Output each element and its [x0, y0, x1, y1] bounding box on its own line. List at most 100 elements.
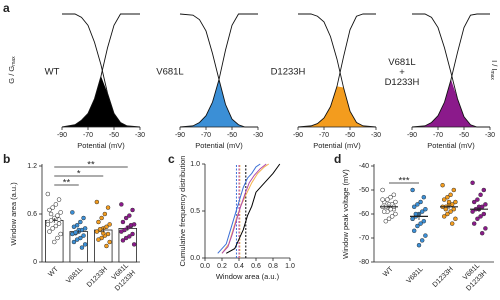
- data-point: [58, 231, 63, 237]
- data-point: [130, 207, 135, 213]
- y-tick-label: -60: [359, 211, 369, 218]
- data-point: [411, 228, 417, 234]
- x-tick-label: V681L: [405, 266, 424, 285]
- data-point: [393, 211, 398, 217]
- data-point: [410, 216, 415, 222]
- data-point: [55, 235, 60, 241]
- data-point: [475, 197, 480, 202]
- data-point: [380, 187, 385, 193]
- panel-letter: d: [334, 152, 341, 166]
- data-point: [448, 209, 453, 214]
- data-point: [478, 192, 483, 198]
- data-point: [386, 216, 392, 222]
- x-tick-label: V681L: [65, 266, 84, 285]
- y-tick-label: 0.0: [190, 255, 200, 262]
- data-point: [123, 215, 129, 221]
- data-point: [449, 221, 455, 226]
- cdf-line: [226, 163, 281, 254]
- data-point: [448, 192, 453, 198]
- data-point: [381, 209, 387, 214]
- data-point: [470, 209, 475, 214]
- data-point: [128, 222, 134, 228]
- x-tick-label: -90: [57, 132, 67, 139]
- data-point: [81, 215, 86, 221]
- y-tick-label: 1.2: [27, 163, 37, 170]
- data-point: [423, 206, 428, 212]
- data-point: [56, 197, 62, 202]
- data-point: [97, 226, 103, 232]
- x-tick-label: -70: [201, 132, 211, 139]
- y2-axis-label-main: I / I: [490, 60, 499, 70]
- y-axis-label-sub: max: [11, 56, 17, 66]
- genotype-label-line: +: [399, 67, 405, 78]
- data-point: [441, 197, 447, 202]
- x-tick-label: V681LD1233H: [458, 262, 488, 292]
- panel-letter: b: [3, 152, 10, 166]
- cdf-line: [217, 163, 261, 254]
- data-point: [105, 205, 111, 210]
- data-point: [483, 226, 488, 231]
- x-tick-label: 0.6: [251, 263, 261, 270]
- window-area: [62, 76, 140, 127]
- x-tick-label: -90: [293, 132, 303, 139]
- data-point: [48, 211, 54, 217]
- data-point: [445, 211, 450, 217]
- genotype-label: D1233H: [271, 67, 306, 78]
- x-axis-label: Potential (mV): [195, 141, 243, 150]
- curve: [61, 13, 140, 128]
- x-tick-label: 0.0: [200, 263, 210, 270]
- x-tick-label: WT: [47, 265, 60, 278]
- x-tick-label: -90: [407, 132, 417, 139]
- x-tick-label: -50: [109, 132, 119, 139]
- x-tick-label: 0.8: [268, 263, 278, 270]
- x-tick-label: 1.0: [285, 263, 295, 270]
- data-point: [73, 230, 78, 235]
- data-point: [453, 199, 458, 205]
- data-point: [413, 211, 419, 217]
- x-axis-label: Potential (mV): [77, 141, 125, 150]
- data-point: [47, 229, 52, 234]
- y-tick-label: 1.0: [190, 161, 200, 168]
- data-point: [441, 214, 447, 219]
- curve: [412, 13, 490, 128]
- data-point: [131, 242, 137, 247]
- cdf-line: [221, 163, 267, 254]
- data-point: [416, 242, 422, 248]
- data-point: [107, 239, 112, 245]
- data-point: [443, 206, 449, 212]
- panel-letter: a: [3, 1, 10, 15]
- data-point: [120, 238, 126, 243]
- curve: [411, 13, 490, 128]
- genotype-label: V681L + D1233H: [385, 57, 420, 88]
- data-point: [478, 214, 483, 219]
- data-point: [99, 215, 104, 221]
- data-point: [53, 223, 59, 229]
- window-area: [298, 86, 376, 127]
- y-tick-label: -50: [359, 187, 369, 194]
- data-point: [45, 191, 51, 197]
- data-point: [385, 197, 390, 202]
- data-point: [446, 199, 452, 205]
- genotype-label: V681L: [156, 67, 183, 78]
- data-point: [479, 230, 485, 236]
- x-tick-label: V681LD1233H: [107, 262, 137, 292]
- data-point: [415, 202, 420, 207]
- data-point: [418, 199, 423, 205]
- data-point: [45, 222, 51, 227]
- data-point: [120, 219, 126, 225]
- x-tick-label: -30: [485, 132, 495, 139]
- data-point: [393, 199, 398, 205]
- x-tick-label: -50: [459, 132, 469, 139]
- y-axis-label: G / Gmax: [7, 56, 17, 84]
- data-point: [470, 180, 475, 186]
- data-point: [423, 233, 428, 238]
- data-point: [471, 199, 477, 205]
- data-point: [389, 214, 395, 219]
- data-point: [481, 211, 487, 217]
- data-point: [119, 229, 124, 234]
- x-tick-label: 0.4: [234, 263, 244, 270]
- data-point: [130, 231, 135, 237]
- data-point: [411, 204, 417, 210]
- x-tick-label: -30: [135, 132, 145, 139]
